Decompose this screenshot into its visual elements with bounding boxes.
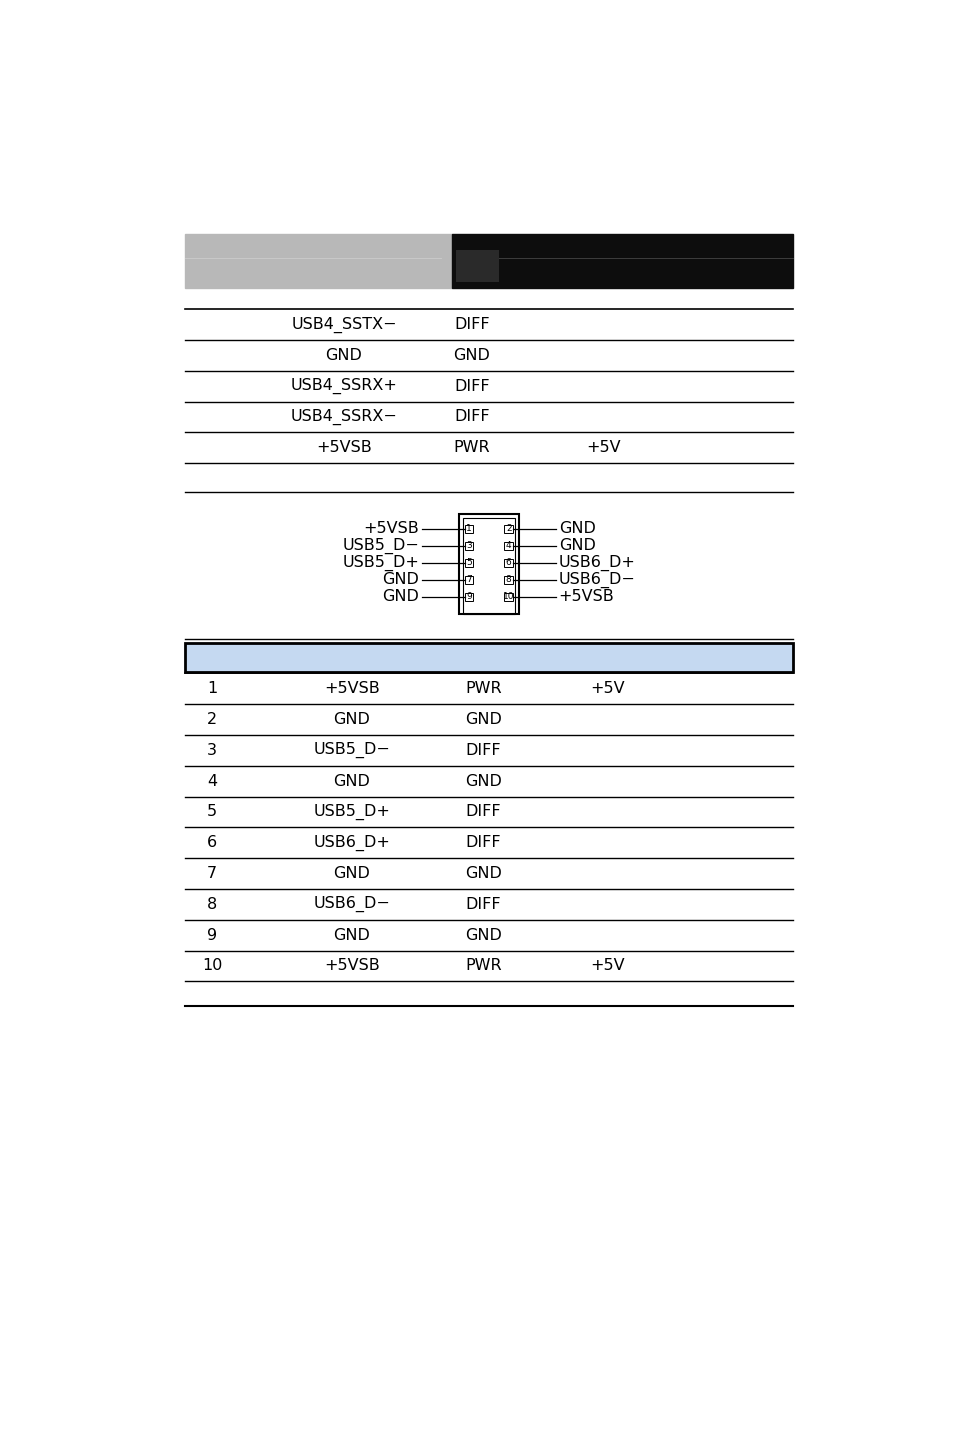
Text: 5: 5	[207, 804, 217, 819]
Text: 7: 7	[207, 866, 217, 880]
Text: GND: GND	[464, 866, 501, 880]
Bar	[504, 525, 513, 533]
Text: 5: 5	[466, 558, 472, 568]
Bar	[458, 513, 518, 614]
Bar	[185, 234, 452, 288]
Text: 6: 6	[505, 558, 511, 568]
Bar	[464, 542, 473, 551]
Text: 1: 1	[207, 681, 217, 697]
Text: GND: GND	[333, 774, 370, 789]
Text: GND: GND	[382, 572, 418, 588]
Bar	[504, 575, 513, 584]
Bar	[464, 575, 473, 584]
Bar	[504, 592, 513, 601]
Text: GND: GND	[558, 522, 595, 536]
Text: 4: 4	[505, 542, 511, 551]
Text: +5VSB: +5VSB	[363, 522, 418, 536]
Text: +5V: +5V	[590, 681, 624, 697]
Text: 6: 6	[207, 835, 217, 850]
Bar	[185, 642, 792, 671]
Text: GND: GND	[453, 348, 490, 363]
Text: 2: 2	[505, 525, 511, 533]
Text: DIFF: DIFF	[454, 410, 489, 424]
Text: GND: GND	[382, 589, 418, 604]
Text: USB5_D−: USB5_D−	[313, 743, 390, 759]
Text: USB4_SSTX−: USB4_SSTX−	[291, 317, 396, 333]
Text: 9: 9	[207, 928, 217, 942]
Text: 7: 7	[466, 575, 472, 584]
Text: 8: 8	[505, 575, 511, 584]
Text: 3: 3	[207, 743, 217, 757]
Text: USB6_D−: USB6_D−	[558, 572, 635, 588]
Bar	[456, 250, 498, 282]
Text: 3: 3	[466, 542, 472, 551]
Bar	[462, 518, 515, 614]
Text: PWR: PWR	[465, 958, 501, 974]
Text: USB4_SSRX+: USB4_SSRX+	[291, 379, 397, 394]
Text: DIFF: DIFF	[454, 379, 489, 394]
Text: 4: 4	[207, 774, 217, 789]
Text: DIFF: DIFF	[454, 317, 489, 333]
Text: USB5_D−: USB5_D−	[342, 538, 418, 554]
Text: +5V: +5V	[586, 440, 620, 455]
Text: +5VSB: +5VSB	[558, 589, 614, 604]
Text: DIFF: DIFF	[465, 804, 500, 819]
Text: USB5_D+: USB5_D+	[313, 804, 390, 820]
Text: USB4_SSRX−: USB4_SSRX−	[291, 409, 397, 424]
Text: USB6_D+: USB6_D+	[558, 555, 635, 571]
Bar	[504, 559, 513, 566]
Text: GND: GND	[325, 348, 362, 363]
Text: GND: GND	[464, 928, 501, 942]
Text: +5V: +5V	[590, 958, 624, 974]
Text: +5VSB: +5VSB	[323, 681, 379, 697]
Bar	[464, 559, 473, 566]
Text: GND: GND	[333, 928, 370, 942]
Text: DIFF: DIFF	[465, 743, 500, 757]
Text: 1: 1	[466, 525, 472, 533]
Text: USB6_D+: USB6_D+	[313, 835, 390, 850]
Text: 10: 10	[202, 958, 222, 974]
Text: 8: 8	[207, 896, 217, 912]
Text: DIFF: DIFF	[465, 835, 500, 850]
Text: 9: 9	[466, 592, 472, 601]
Bar	[464, 525, 473, 533]
Text: GND: GND	[464, 774, 501, 789]
Text: GND: GND	[558, 538, 595, 554]
Bar	[464, 592, 473, 601]
Text: +5VSB: +5VSB	[315, 440, 372, 455]
Text: PWR: PWR	[453, 440, 490, 455]
Text: GND: GND	[464, 713, 501, 727]
Bar	[185, 642, 792, 671]
Bar	[452, 234, 792, 288]
Text: DIFF: DIFF	[465, 896, 500, 912]
Text: PWR: PWR	[465, 681, 501, 697]
Text: USB5_D+: USB5_D+	[342, 555, 418, 571]
Text: GND: GND	[333, 866, 370, 880]
Text: GND: GND	[333, 713, 370, 727]
Text: 10: 10	[502, 592, 514, 601]
Text: +5VSB: +5VSB	[323, 958, 379, 974]
Text: 2: 2	[207, 713, 217, 727]
Bar	[504, 542, 513, 551]
Text: USB6_D−: USB6_D−	[313, 896, 390, 912]
